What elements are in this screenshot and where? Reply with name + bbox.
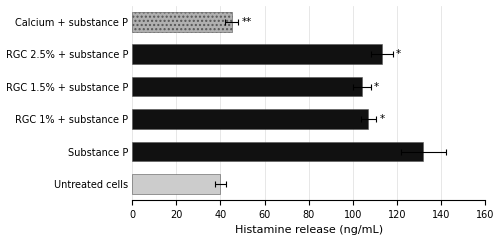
Text: *: * <box>396 49 401 59</box>
X-axis label: Histamine release (ng/mL): Histamine release (ng/mL) <box>234 225 383 235</box>
Text: *: * <box>380 114 384 124</box>
Bar <box>132 142 424 161</box>
Bar <box>132 109 368 129</box>
Text: **: ** <box>242 17 252 27</box>
Bar <box>132 77 362 96</box>
Bar <box>132 174 220 194</box>
Bar <box>132 12 232 32</box>
Text: *: * <box>374 82 379 92</box>
Bar <box>132 45 382 64</box>
